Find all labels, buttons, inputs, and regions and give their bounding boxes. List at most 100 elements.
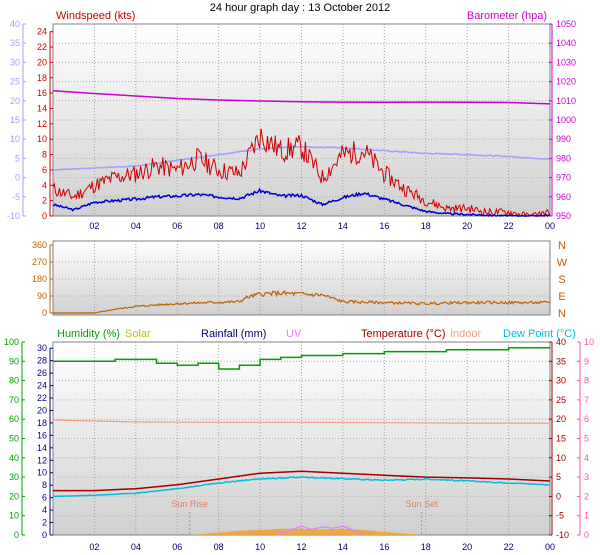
rainfall-tick-label: 14 bbox=[37, 443, 47, 453]
temperature-line bbox=[53, 470, 551, 492]
x-tick-label: 02 bbox=[89, 542, 99, 552]
uv-tick-label: 2 bbox=[584, 491, 589, 501]
outer-tick-label: 35 bbox=[10, 38, 20, 48]
temperature-tick-label: 20 bbox=[556, 414, 566, 424]
legend-temperature: Temperature (°C) bbox=[361, 328, 445, 340]
temperature-outer-axis: -10 -5 0 5 10 15 20 25 30 35 40 bbox=[7, 19, 26, 221]
rainfall-tick-label: 0 bbox=[42, 530, 47, 540]
uv-tick-label: 10 bbox=[584, 337, 594, 347]
uv-tick-label: 7 bbox=[584, 395, 589, 405]
rainfall-tick-label: 30 bbox=[37, 343, 47, 353]
humidity-axis: 0 10 20 30 40 50 60 70 80 90 100 bbox=[4, 337, 25, 540]
wind-panel-lines bbox=[52, 90, 551, 218]
x-tick-label: 22 bbox=[504, 542, 514, 552]
windspeed-tick-label: 0 bbox=[42, 211, 47, 221]
humidity-panel-x-axis: 02 04 06 08 10 12 14 16 18 20 22 00 bbox=[89, 542, 555, 552]
humidity-panel-grid bbox=[53, 342, 550, 535]
direction-degree-tick-label: 360 bbox=[32, 240, 47, 250]
humidity-line bbox=[53, 347, 550, 370]
barometer-tick-label: 1010 bbox=[556, 96, 576, 106]
direction-degree-tick-label: 0 bbox=[42, 308, 47, 318]
barometer-tick-label: 960 bbox=[556, 192, 571, 202]
dew-point-line bbox=[53, 475, 551, 498]
outer-tick-label: -5 bbox=[12, 192, 20, 202]
windspeed-tick-label: 16 bbox=[37, 88, 47, 98]
x-tick-label: 12 bbox=[296, 221, 306, 231]
rainfall-tick-label: 28 bbox=[37, 356, 47, 366]
outdoor-temperature-line bbox=[52, 145, 551, 171]
uv-tick-label: 4 bbox=[584, 453, 589, 463]
legend-solar: Solar bbox=[125, 328, 151, 340]
outer-tick-label: 5 bbox=[15, 153, 20, 163]
rainfall-tick-label: 10 bbox=[37, 468, 47, 478]
windspeed-tick-label: 12 bbox=[37, 119, 47, 129]
uv-tick-label: 3 bbox=[584, 472, 589, 482]
chart-title: 24 hour graph day : 13 October 2012 bbox=[210, 2, 390, 14]
legend-rainfall: Rainfall (mm) bbox=[201, 328, 266, 340]
x-tick-label: 08 bbox=[214, 542, 224, 552]
uv-tick-label: 8 bbox=[584, 376, 589, 386]
sunset-label: Sun Set bbox=[406, 499, 439, 509]
outer-tick-label: 0 bbox=[15, 173, 20, 183]
legend-humidity: Humidity (%) bbox=[57, 328, 120, 340]
barometer-tick-label: 1050 bbox=[556, 19, 576, 29]
windspeed-tick-label: 2 bbox=[42, 196, 47, 206]
rainfall-tick-label: 20 bbox=[37, 405, 47, 415]
x-tick-label: 18 bbox=[421, 221, 431, 231]
rainfall-tick-label: 26 bbox=[37, 368, 47, 378]
x-tick-label: 14 bbox=[338, 221, 348, 231]
temperature-tick-label: -5 bbox=[556, 511, 564, 521]
uv-tick-label: 6 bbox=[584, 414, 589, 424]
x-tick-label: 02 bbox=[89, 221, 99, 231]
humidity-panel-legend: Humidity (%) Solar Rainfall (mm) UV Temp… bbox=[57, 328, 576, 340]
direction-panel-lines bbox=[52, 289, 551, 314]
x-tick-label: 16 bbox=[379, 542, 389, 552]
compass-label-N: N bbox=[558, 240, 566, 252]
humidity-tick-label: 20 bbox=[9, 491, 19, 501]
x-tick-label: 08 bbox=[214, 221, 224, 231]
sunrise-label: Sun Rise bbox=[171, 499, 208, 509]
windspeed-tick-label: 10 bbox=[37, 134, 47, 144]
direction-degree-tick-label: 90 bbox=[37, 291, 47, 301]
uv-tick-label: 1 bbox=[584, 511, 589, 521]
barometer-line bbox=[52, 90, 551, 105]
outer-tick-label: 10 bbox=[10, 134, 20, 144]
x-tick-label: 06 bbox=[172, 221, 182, 231]
outer-tick-label: 20 bbox=[10, 96, 20, 106]
wind-average-line bbox=[52, 187, 551, 217]
humidity-tick-label: 60 bbox=[9, 414, 19, 424]
legend-uv: UV bbox=[286, 328, 302, 340]
x-tick-label: 10 bbox=[255, 221, 265, 231]
windspeed-tick-label: 8 bbox=[42, 150, 47, 160]
wind-direction-line bbox=[52, 289, 551, 314]
x-tick-label: 12 bbox=[296, 542, 306, 552]
humidity-tick-label: 90 bbox=[9, 356, 19, 366]
humidity-tick-label: 10 bbox=[9, 511, 19, 521]
humidity-tick-label: 80 bbox=[9, 376, 19, 386]
humidity-tick-label: 0 bbox=[14, 530, 19, 540]
windspeed-tick-label: 24 bbox=[37, 27, 47, 37]
temperature-tick-label: 5 bbox=[556, 472, 561, 482]
x-tick-label: 10 bbox=[255, 542, 265, 552]
rainfall-tick-label: 24 bbox=[37, 381, 47, 391]
temperature-tick-label: 15 bbox=[556, 434, 566, 444]
rainfall-tick-label: 12 bbox=[37, 455, 47, 465]
barometer-tick-label: 950 bbox=[556, 211, 571, 221]
outer-tick-label: 30 bbox=[10, 57, 20, 67]
barometer-tick-label: 1030 bbox=[556, 57, 576, 67]
compass-label-E: E bbox=[558, 291, 565, 303]
x-tick-label: 04 bbox=[131, 221, 141, 231]
rainfall-tick-label: 8 bbox=[42, 480, 47, 490]
uv-tick-label: 0 bbox=[584, 530, 589, 540]
windspeed-tick-label: 14 bbox=[37, 103, 47, 113]
humidity-tick-label: 70 bbox=[9, 395, 19, 405]
temperature-tick-label: 35 bbox=[556, 356, 566, 366]
barometer-axis-title: Barometer (hpa) bbox=[467, 10, 547, 22]
indoor-temperature-line bbox=[52, 419, 550, 424]
temperature-tick-label: 30 bbox=[556, 376, 566, 386]
x-tick-label: 00 bbox=[545, 221, 555, 231]
